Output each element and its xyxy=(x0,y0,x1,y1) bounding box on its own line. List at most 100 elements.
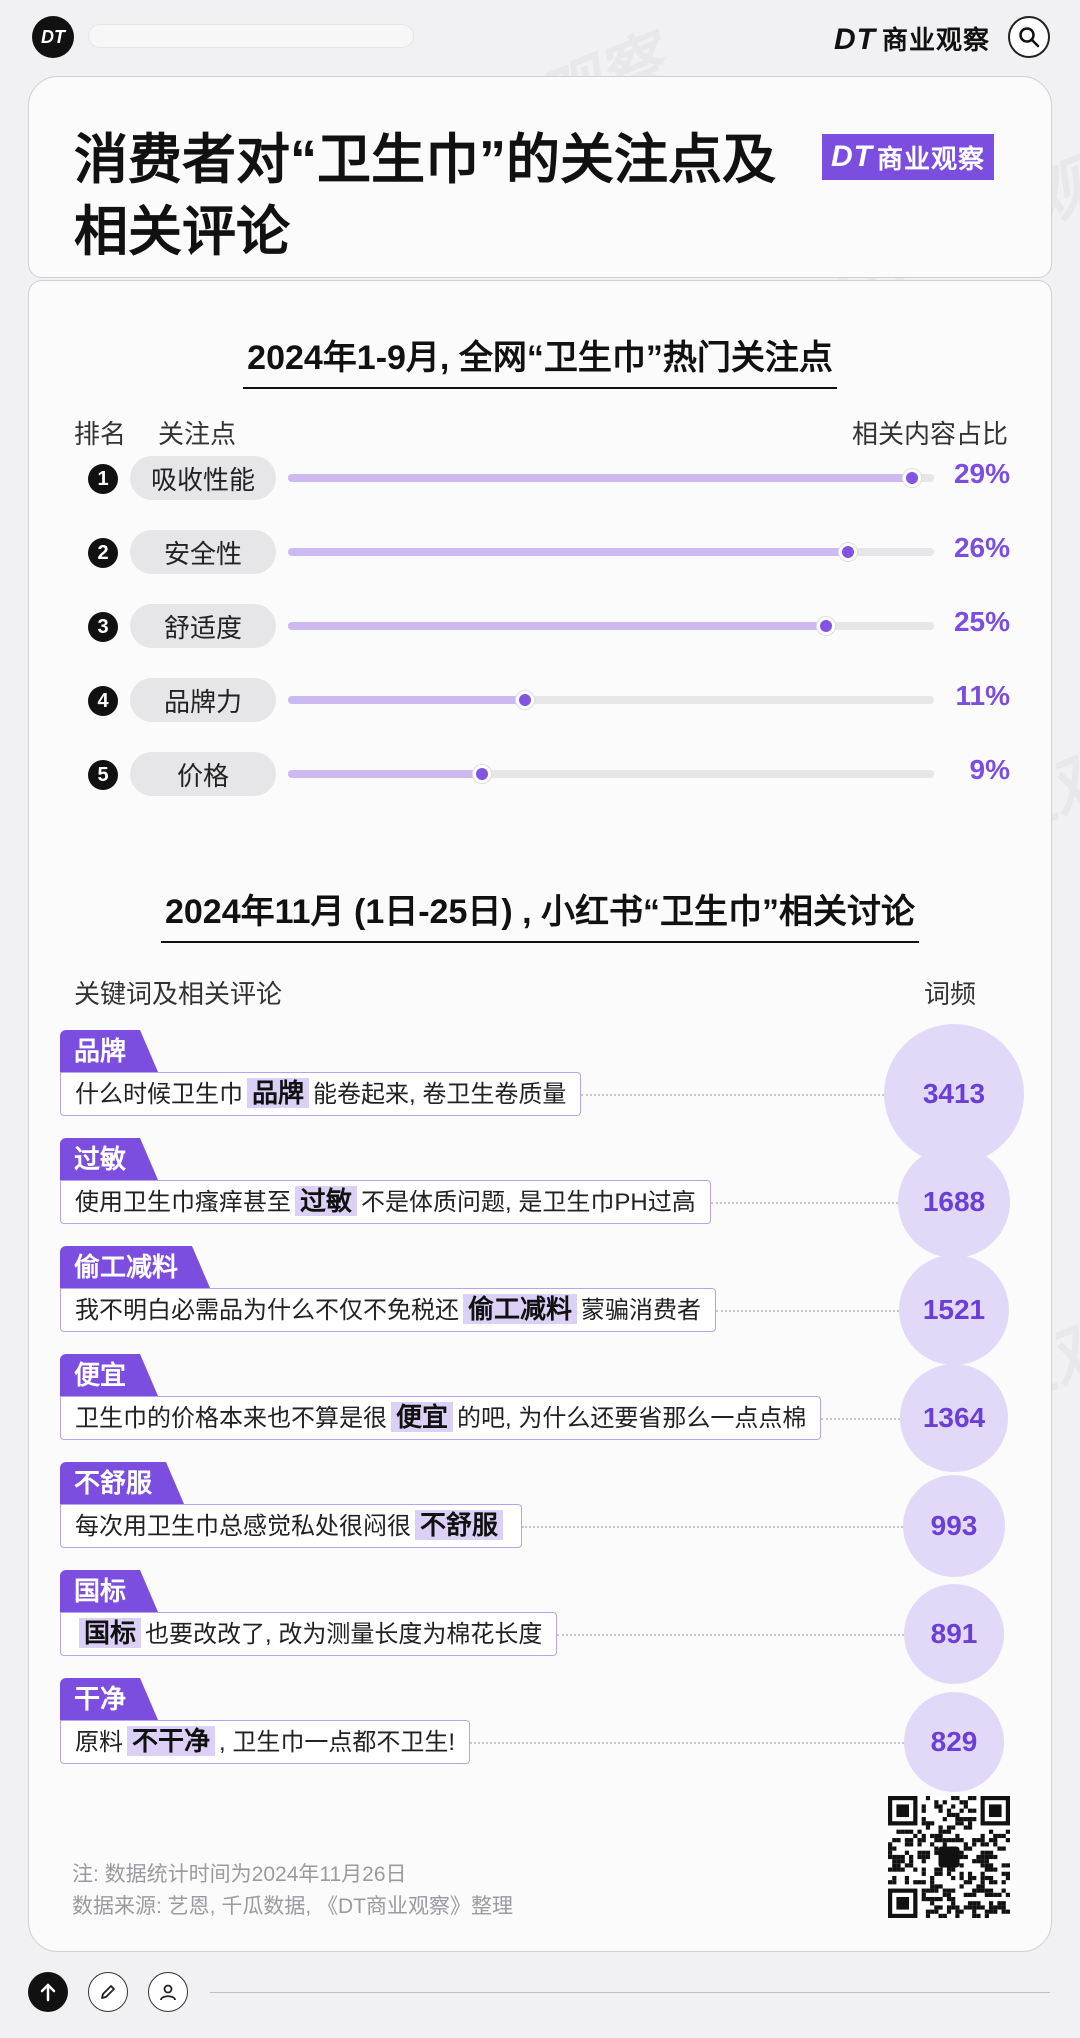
rank-track xyxy=(288,765,934,783)
rank-row: 5 价格 9% xyxy=(0,752,1080,798)
comment-text-before: 每次用卫生巾总感觉私处很闷很 xyxy=(75,1513,411,1540)
dotted-connector xyxy=(716,1310,899,1312)
qr-code-icon xyxy=(888,1796,1010,1918)
section1-title: 2024年1-9月, 全网“卫生巾”热门关注点 xyxy=(0,330,1080,389)
section2-title: 2024年11月 (1日-25日) , 小红书“卫生巾”相关讨论 xyxy=(0,884,1080,943)
keyword-row: 便宜 卫生巾的价格本来也不算是很 便宜 的吧, 为什么还要省那么一点点棉 1364 xyxy=(0,1354,1080,1472)
comment-keyword-highlight: 品牌 xyxy=(247,1078,310,1108)
keyword-tag: 国标 xyxy=(60,1570,158,1612)
rank-category: 品牌力 xyxy=(130,678,276,722)
comment-keyword-highlight: 便宜 xyxy=(391,1402,454,1432)
frequency-bubble: 1521 xyxy=(899,1255,1009,1365)
dotted-connector xyxy=(581,1094,884,1096)
rank-marker xyxy=(903,469,922,487)
rank-bar xyxy=(288,474,913,482)
rank-number: 2 xyxy=(88,538,118,568)
comment-keyword-highlight: 国标 xyxy=(79,1618,142,1648)
rank-category: 舒适度 xyxy=(130,604,276,648)
dotted-connector xyxy=(711,1202,898,1204)
bottom-toolbar xyxy=(0,1966,1080,2038)
column-rank-label: 排名 xyxy=(74,419,127,449)
rank-track xyxy=(288,691,934,709)
rank-row: 1 吸收性能 29% xyxy=(0,456,1080,502)
comment-box: 原料 不干净, 卫生巾一点都不卫生! xyxy=(60,1720,471,1764)
note-date: 注: 数据统计时间为2024年11月26日 xyxy=(72,1863,407,1886)
rank-value-label: 25% xyxy=(953,606,1010,637)
keyword-row: 过敏 使用卫生巾瘙痒甚至 过敏 不是体质问题, 是卫生巾PH过高 1688 xyxy=(0,1138,1080,1258)
comment-box: 什么时候卫生巾 品牌 能卷起来, 卷卫生卷质量 xyxy=(60,1072,582,1116)
frequency-bubble: 891 xyxy=(904,1584,1004,1684)
badge-name: 商业观察 xyxy=(876,143,985,174)
comment-text-before: 什么时候卫生巾 xyxy=(75,1081,243,1108)
search-icon[interactable] xyxy=(1008,16,1050,58)
brand-logo: DT 商业观察 xyxy=(834,20,990,57)
column-keyword-label: 关键词及相关评论 xyxy=(74,979,283,1009)
keyword-tag: 便宜 xyxy=(60,1354,158,1396)
keyword-row: 偷工减料 我不明白必需品为什么不仅不免税还 偷工减料 蒙骗消费者 1521 xyxy=(0,1246,1080,1365)
top-bar: DT DT 商业观察 xyxy=(0,0,1080,76)
rank-bar xyxy=(288,548,848,556)
rank-marker xyxy=(472,765,491,783)
comment-text-before: 原料 xyxy=(75,1729,123,1756)
bottom-divider xyxy=(210,1992,1050,1993)
top-search-pill[interactable] xyxy=(88,24,414,48)
keyword-row: 品牌 什么时候卫生巾 品牌 能卷起来, 卷卫生卷质量 3413 xyxy=(0,1024,1080,1164)
rank-category: 吸收性能 xyxy=(130,456,276,500)
rank-row: 2 安全性 26% xyxy=(0,530,1080,576)
comment-keyword-highlight: 不舒服 xyxy=(415,1510,504,1540)
note-source: 数据来源: 艺恩, 千瓜数据, 《DT商业观察》整理 xyxy=(72,1895,513,1918)
frequency-bubble: 993 xyxy=(903,1475,1005,1577)
edit-pen-icon[interactable] xyxy=(88,1972,128,2012)
comment-keyword-highlight: 过敏 xyxy=(295,1186,358,1216)
rank-category: 价格 xyxy=(130,752,276,796)
badge-prefix: DT xyxy=(830,140,873,173)
section2-title-text: 2024年11月 (1日-25日) , 小红书“卫生巾”相关讨论 xyxy=(160,884,920,943)
dotted-connector xyxy=(557,1634,904,1636)
rank-number: 4 xyxy=(88,686,118,716)
rank-number: 3 xyxy=(88,612,118,642)
comment-box: 卫生巾的价格本来也不算是很 便宜 的吧, 为什么还要省那么一点点棉 xyxy=(60,1396,822,1440)
title-line-2: 相关评论 xyxy=(74,202,290,262)
column-share-label: 相关内容占比 xyxy=(851,419,1008,449)
frequency-bubble: 829 xyxy=(904,1692,1004,1792)
rank-track xyxy=(288,469,934,487)
comment-text-before: 我不明白必需品为什么不仅不免税还 xyxy=(75,1297,459,1324)
keyword-tag: 过敏 xyxy=(60,1138,158,1180)
keyword-tag: 不舒服 xyxy=(60,1462,184,1504)
rank-bar xyxy=(288,622,827,630)
rank-number: 1 xyxy=(88,464,118,494)
profile-icon[interactable] xyxy=(148,1972,188,2012)
page-title: 消费者对“卫生巾”的关注点及 相关评论 xyxy=(74,124,834,268)
comment-text-after: 也要改改了, 改为测量长度为棉花长度 xyxy=(145,1621,543,1648)
rank-track xyxy=(288,617,934,635)
comment-keyword-highlight: 不干净 xyxy=(127,1726,216,1756)
comment-text-after: , 卫生巾一点都不卫生! xyxy=(219,1729,456,1756)
comment-text-after: 的吧, 为什么还要省那么一点点棉 xyxy=(457,1405,807,1432)
brand-name: 商业观察 xyxy=(881,25,990,55)
rank-track xyxy=(288,543,934,561)
rank-value-label: 11% xyxy=(955,680,1011,711)
comment-text-after: 能卷起来, 卷卫生卷质量 xyxy=(313,1081,567,1108)
comment-text-before: 卫生巾的价格本来也不算是很 xyxy=(75,1405,387,1432)
comment-keyword-highlight: 偷工减料 xyxy=(463,1294,578,1324)
title-brand-badge: DT 商业观察 xyxy=(822,134,994,180)
dt-logo-text: DT xyxy=(41,26,65,47)
rank-marker xyxy=(817,617,836,635)
frequency-bubble: 3413 xyxy=(884,1024,1024,1164)
comment-text-after: 不是体质问题, 是卫生巾PH过高 xyxy=(361,1189,696,1216)
column-focus-label: 关注点 xyxy=(158,419,237,449)
scroll-top-icon[interactable] xyxy=(28,1972,68,2012)
rank-marker xyxy=(515,691,534,709)
rank-bar xyxy=(288,770,482,778)
rank-value-label: 29% xyxy=(953,458,1010,489)
rank-row: 3 舒适度 25% xyxy=(0,604,1080,650)
rank-value-label: 9% xyxy=(969,754,1010,785)
dt-logo-icon[interactable]: DT xyxy=(32,16,74,58)
comment-text-after: 蒙骗消费者 xyxy=(581,1297,702,1324)
keyword-tag: 干净 xyxy=(60,1678,158,1720)
keyword-tag: 品牌 xyxy=(60,1030,158,1072)
column-frequency-label: 词频 xyxy=(924,979,977,1009)
comment-box: 我不明白必需品为什么不仅不免税还 偷工减料 蒙骗消费者 xyxy=(60,1288,717,1332)
comment-box: 使用卫生巾瘙痒甚至 过敏 不是体质问题, 是卫生巾PH过高 xyxy=(60,1180,711,1224)
frequency-bubble: 1688 xyxy=(898,1146,1010,1258)
